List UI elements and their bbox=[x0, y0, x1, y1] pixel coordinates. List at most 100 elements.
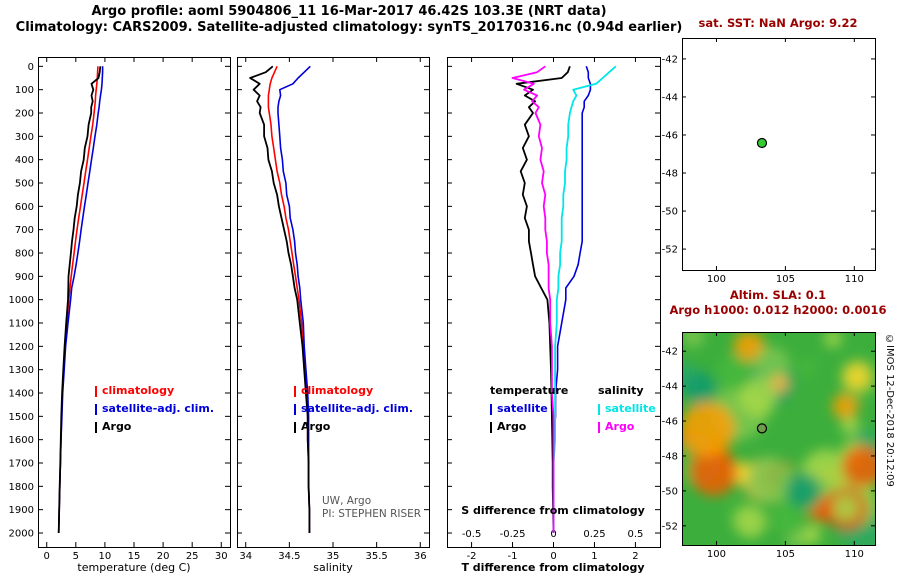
legend-salinity-panel: climatology satellite-adj. clim. Argo bbox=[294, 382, 413, 436]
tick-label: 0 bbox=[28, 62, 34, 73]
tick-label: 30 bbox=[215, 551, 228, 562]
tick-label: 1300 bbox=[9, 365, 34, 376]
tick-label: 15 bbox=[128, 551, 141, 562]
legend-item-climatology: climatology bbox=[95, 382, 214, 400]
legend-temperature-panel: climatology satellite-adj. clim. Argo bbox=[95, 382, 214, 436]
tick-label: 25 bbox=[186, 551, 199, 562]
tick-label: 1800 bbox=[9, 482, 34, 493]
float-marker bbox=[756, 137, 768, 149]
tick-label: 100 bbox=[707, 549, 726, 560]
tick-label: 1500 bbox=[9, 412, 34, 423]
legend-label-climatology: climatology bbox=[102, 384, 175, 397]
tick-label: -52 bbox=[662, 521, 678, 532]
tick-label: 0 bbox=[44, 551, 50, 562]
series-argo bbox=[249, 65, 311, 533]
tick-label: -0.5 bbox=[462, 529, 482, 540]
legend-marker-s-satellite bbox=[598, 403, 600, 415]
legend-marker-climatology bbox=[95, 385, 97, 397]
tick-label: 1600 bbox=[9, 435, 34, 446]
tick-label: -50 bbox=[662, 207, 678, 218]
tick-label: 20 bbox=[157, 551, 170, 562]
credits-org: UW, Argo bbox=[322, 495, 372, 507]
tick-label: 500 bbox=[15, 179, 34, 190]
tick-label: 0 bbox=[550, 551, 556, 562]
figure-title-line1: Argo profile: aoml 5904806_11 16-Mar-201… bbox=[91, 4, 607, 19]
legend-item-argo: Argo bbox=[294, 418, 413, 436]
tick-label: -48 bbox=[662, 169, 678, 180]
tick-label: 0.25 bbox=[583, 529, 605, 540]
panel-difference-profile: -2 -1 0 1 2 -0.5 -0.25 0 0.25 0.5 bbox=[447, 57, 661, 562]
t-difference-axis-label: T difference from climatology bbox=[461, 561, 645, 574]
tick-label: 2 bbox=[632, 551, 638, 562]
legend-marker-t-argo bbox=[490, 421, 492, 433]
panel-salinity-profile: 34 34.5 35 35.5 36 bbox=[237, 57, 430, 562]
tick-label: -42 bbox=[662, 347, 678, 358]
tick-label: 900 bbox=[15, 272, 34, 283]
legend-item-s-argo: Argo bbox=[598, 418, 656, 436]
tick-label: 400 bbox=[15, 155, 34, 166]
tick-label: -46 bbox=[662, 417, 678, 428]
tick-label: 200 bbox=[15, 109, 34, 120]
legend-label-t-argo: Argo bbox=[497, 420, 527, 433]
legend-item-climatology: climatology bbox=[294, 382, 413, 400]
tick-label: -46 bbox=[662, 130, 678, 141]
imos-stamp: ©IMOS 12-Dec-2018 20:12:09 bbox=[884, 334, 895, 487]
legend-item-t-satellite: satellite bbox=[490, 400, 568, 418]
legend-item-t-argo: Argo bbox=[490, 418, 568, 436]
series-satellite-adj-clim- bbox=[277, 65, 311, 533]
tick-label: -50 bbox=[662, 486, 678, 497]
tick-label: 1100 bbox=[9, 319, 34, 330]
legend-item-argo: Argo bbox=[95, 418, 214, 436]
tick-label: 105 bbox=[776, 274, 795, 285]
tick-label: 600 bbox=[15, 202, 34, 213]
panel-temperature-profile: 0 5 10 15 20 25 300100200300400500600700800900… bbox=[9, 57, 231, 562]
tick-label: 1700 bbox=[9, 459, 34, 470]
legend-label-t-satellite: satellite bbox=[497, 402, 548, 415]
legend-label-satellite-adj: satellite-adj. clim. bbox=[301, 402, 414, 415]
legend-marker-t-satellite bbox=[490, 403, 492, 415]
sla-color-field bbox=[682, 332, 875, 545]
legend-header-temperature: temperature bbox=[490, 384, 569, 397]
legend-header-salinity: salinity bbox=[598, 384, 644, 397]
tick-label: 5 bbox=[73, 551, 79, 562]
tick-label: -0.25 bbox=[500, 529, 526, 540]
legend-difference-salinity: salinity satellite Argo bbox=[598, 382, 656, 436]
legend-marker-satellite-adj bbox=[95, 403, 97, 415]
legend-item-s-satellite: satellite bbox=[598, 400, 656, 418]
tick-label: 105 bbox=[776, 549, 795, 560]
legend-label-argo: Argo bbox=[102, 420, 132, 433]
legend-marker-argo bbox=[95, 421, 97, 433]
sst-map-title: sat. SST: NaN Argo: 9.22 bbox=[698, 16, 858, 30]
tick-label: -44 bbox=[662, 92, 678, 103]
tick-label: 35.5 bbox=[366, 551, 388, 562]
tick-label: 100 bbox=[15, 85, 34, 96]
tick-label: 110 bbox=[845, 549, 864, 560]
legend-marker-s-argo bbox=[598, 421, 600, 433]
sla-map-title-line2: Argo h1000: 0.012 h2000: 0.0016 bbox=[669, 303, 887, 317]
sla-map-title-line1: Altim. SLA: 0.1 bbox=[729, 288, 827, 302]
temperature-axis-label: temperature (deg C) bbox=[77, 561, 191, 574]
tick-label: 34.5 bbox=[278, 551, 300, 562]
tick-label: -1 bbox=[508, 551, 518, 562]
credits-pi: PI: STEPHEN RISER bbox=[322, 508, 422, 520]
tick-label: -44 bbox=[662, 382, 678, 393]
tick-label: 1 bbox=[591, 551, 597, 562]
tick-label: 1000 bbox=[9, 295, 34, 306]
tick-label: 35 bbox=[327, 551, 340, 562]
legend-label-satellite-adj: satellite-adj. clim. bbox=[102, 402, 215, 415]
legend-label-s-argo: Argo bbox=[605, 420, 635, 433]
tick-label: -52 bbox=[662, 245, 678, 256]
tick-label: 36 bbox=[414, 551, 427, 562]
tick-label: 800 bbox=[15, 249, 34, 260]
tick-label: 1200 bbox=[9, 342, 34, 353]
tick-label: -48 bbox=[662, 451, 678, 462]
s-difference-axis-label: S difference from climatology bbox=[461, 504, 645, 517]
tick-label: 100 bbox=[707, 274, 726, 285]
legend-marker-climatology bbox=[294, 385, 296, 397]
figure-title-line2: Climatology: CARS2009. Satellite-adjuste… bbox=[15, 20, 683, 35]
series-s-satellite bbox=[552, 65, 617, 533]
legend-item-satellite-adj: satellite-adj. clim. bbox=[294, 400, 413, 418]
legend-label-argo: Argo bbox=[301, 420, 331, 433]
